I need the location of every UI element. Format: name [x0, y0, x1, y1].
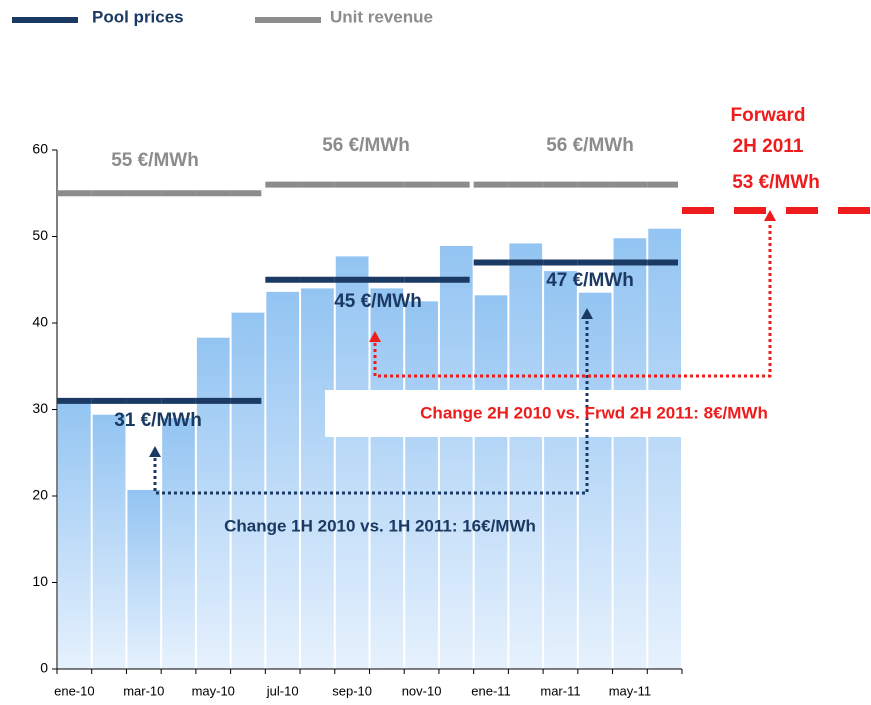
- bar: [544, 271, 577, 669]
- annotation: Change 2H 2010 vs. Frwd 2H 2011: 8€/MWh: [420, 403, 768, 422]
- annotation: 31 €/MWh: [114, 410, 202, 431]
- bar: [266, 291, 300, 669]
- annotation: 56 €/MWh: [546, 135, 634, 156]
- bar: [439, 246, 473, 669]
- forward-title: 2H 2011: [733, 136, 804, 157]
- y-tick-label: 0: [40, 660, 48, 676]
- y-tick-label: 50: [32, 227, 48, 243]
- bar: [162, 418, 195, 669]
- bar: [648, 228, 681, 669]
- bar: [127, 489, 161, 669]
- annotation: 55 €/MWh: [111, 150, 199, 171]
- label-box: [325, 390, 862, 437]
- y-tick-label: 10: [32, 573, 48, 589]
- change-arrow: [153, 320, 589, 495]
- x-tick-label: nov-10: [402, 683, 442, 698]
- annotation: 45 €/MWh: [334, 291, 422, 312]
- legend-label: Unit revenue: [330, 7, 433, 26]
- x-tick-label: ene-11: [471, 683, 511, 698]
- bar: [231, 312, 265, 669]
- x-tick-label: may-11: [609, 683, 651, 698]
- arrow-head: [369, 331, 381, 342]
- x-tick-label: jul-10: [266, 683, 299, 698]
- bar: [196, 337, 230, 669]
- bar: [578, 292, 612, 669]
- y-tick-label: 20: [32, 487, 48, 503]
- y-tick-label: 30: [32, 400, 48, 416]
- bar: [92, 414, 126, 669]
- bar: [301, 288, 334, 669]
- x-tick-label: ene-10: [54, 683, 94, 698]
- x-tick-label: sep-10: [332, 683, 372, 698]
- y-tick-label: 60: [32, 141, 48, 157]
- bar: [509, 243, 543, 670]
- bar: [613, 238, 647, 670]
- bar: [335, 256, 369, 669]
- change-arrow: [373, 222, 772, 378]
- arrow-head: [764, 210, 776, 221]
- y-tick-label: 40: [32, 314, 48, 330]
- legend-label: Pool prices: [92, 7, 184, 26]
- bar: [58, 400, 91, 669]
- annotation: Change 1H 2010 vs. 1H 2011: 16€/MWh: [224, 516, 536, 535]
- forward-title: Forward: [731, 105, 806, 126]
- x-tick-label: mar-11: [540, 683, 580, 698]
- bar: [474, 295, 508, 669]
- bar: [405, 301, 438, 669]
- annotation: 47 €/MWh: [546, 270, 634, 291]
- arrow-head: [581, 308, 593, 319]
- x-tick-label: may-10: [192, 683, 235, 698]
- x-tick-label: mar-10: [123, 683, 164, 698]
- arrow-head: [149, 446, 161, 457]
- annotation: 56 €/MWh: [322, 135, 410, 156]
- forward-label: 53 €/MWh: [732, 172, 820, 193]
